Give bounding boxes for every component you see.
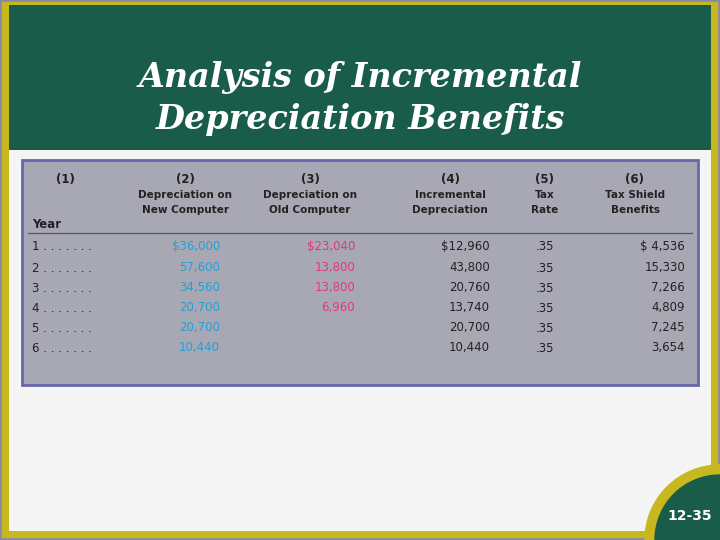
Text: Rate: Rate	[531, 205, 559, 215]
Text: (2): (2)	[176, 173, 194, 186]
Text: 6,960: 6,960	[321, 301, 355, 314]
Text: Depreciation Benefits: Depreciation Benefits	[156, 104, 564, 137]
Text: .35: .35	[536, 301, 554, 314]
Text: Tax Shield: Tax Shield	[605, 190, 665, 200]
Text: (6): (6)	[626, 173, 644, 186]
Text: 12-35: 12-35	[667, 509, 712, 523]
Text: 13,800: 13,800	[314, 281, 355, 294]
Text: 10,440: 10,440	[449, 341, 490, 354]
Text: Benefits: Benefits	[611, 205, 660, 215]
Text: 2 . . . . . . .: 2 . . . . . . .	[32, 261, 92, 274]
Text: (5): (5)	[536, 173, 554, 186]
Text: .35: .35	[536, 240, 554, 253]
Text: Old Computer: Old Computer	[269, 205, 351, 215]
Text: Analysis of Incremental: Analysis of Incremental	[138, 60, 582, 93]
Text: 4 . . . . . . .: 4 . . . . . . .	[32, 301, 92, 314]
Text: 20,760: 20,760	[449, 281, 490, 294]
Text: 34,560: 34,560	[179, 281, 220, 294]
Text: Tax: Tax	[535, 190, 555, 200]
Text: (3): (3)	[300, 173, 320, 186]
Text: Incremental: Incremental	[415, 190, 485, 200]
Text: Depreciation: Depreciation	[412, 205, 488, 215]
Text: New Computer: New Computer	[142, 205, 228, 215]
Bar	[9, 150, 711, 531]
Text: .35: .35	[536, 321, 554, 334]
Text: 10,440: 10,440	[179, 341, 220, 354]
Text: 4,809: 4,809	[652, 301, 685, 314]
Text: 13,800: 13,800	[314, 261, 355, 274]
Text: 15,330: 15,330	[644, 261, 685, 274]
Text: (1): (1)	[55, 173, 74, 186]
Text: .35: .35	[536, 341, 554, 354]
FancyBboxPatch shape	[6, 6, 714, 534]
Text: 43,800: 43,800	[449, 261, 490, 274]
Text: 57,600: 57,600	[179, 261, 220, 274]
Text: 20,700: 20,700	[179, 321, 220, 334]
Text: Depreciation on: Depreciation on	[138, 190, 232, 200]
Text: 1 . . . . . . .: 1 . . . . . . .	[32, 240, 92, 253]
Text: 7,245: 7,245	[652, 321, 685, 334]
Text: 5 . . . . . . .: 5 . . . . . . .	[32, 321, 92, 334]
Text: 3 . . . . . . .: 3 . . . . . . .	[32, 281, 92, 294]
Text: Depreciation on: Depreciation on	[263, 190, 357, 200]
Text: 6 . . . . . . .: 6 . . . . . . .	[32, 341, 92, 354]
Text: 20,700: 20,700	[449, 321, 490, 334]
Text: $23,040: $23,040	[307, 240, 355, 253]
Text: $ 4,536: $ 4,536	[640, 240, 685, 253]
Bar	[9, 5, 711, 150]
Text: 20,700: 20,700	[179, 301, 220, 314]
Text: 13,740: 13,740	[449, 301, 490, 314]
Text: .35: .35	[536, 281, 554, 294]
Text: 3,654: 3,654	[652, 341, 685, 354]
Text: .35: .35	[536, 261, 554, 274]
Text: 7,266: 7,266	[652, 281, 685, 294]
Text: (4): (4)	[441, 173, 459, 186]
Text: Year: Year	[32, 219, 61, 232]
Circle shape	[655, 475, 720, 540]
Text: $12,960: $12,960	[441, 240, 490, 253]
FancyBboxPatch shape	[22, 160, 698, 385]
Circle shape	[645, 465, 720, 540]
Text: $36,000: $36,000	[172, 240, 220, 253]
